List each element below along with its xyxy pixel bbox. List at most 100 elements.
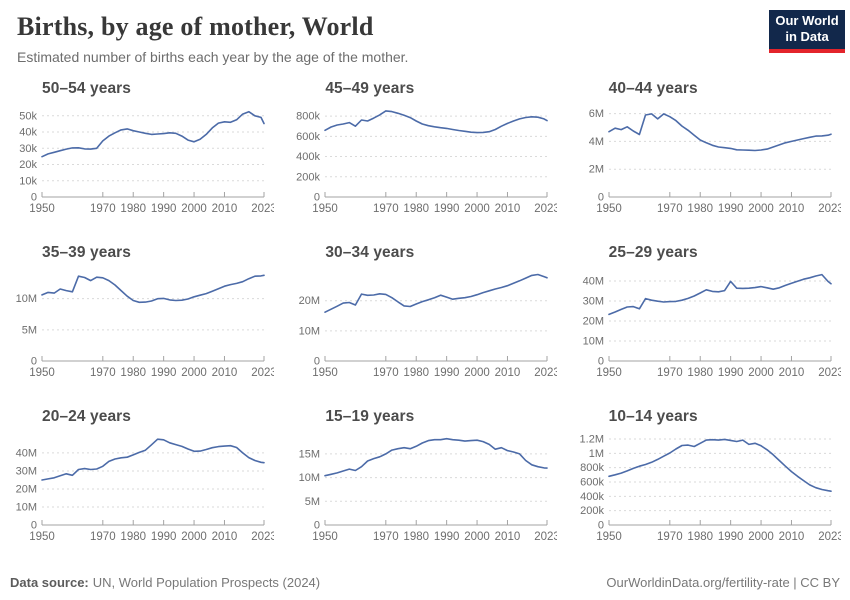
svg-text:1980: 1980 [404,203,430,215]
line-chart-20-24: 0 10M 20M 30M 40M 1950 1970 1980 1990 2000 2010 202… [16,438,274,543]
line-chart-30-34: 0 10M 20M 1950 1970 1980 1990 2000 2010 2023 [299,273,558,379]
svg-text:1980: 1980 [404,367,430,379]
svg-text:2010: 2010 [495,367,521,379]
svg-text:1950: 1950 [596,531,622,543]
line-chart-50-54: 0 10k 20k 30k 40k 50k 1950 1970 1980 1990 2000 2010… [19,110,274,215]
svg-text:30M: 30M [582,296,603,308]
svg-text:2000: 2000 [465,367,491,379]
svg-text:0: 0 [598,356,604,368]
svg-text:200k: 200k [296,171,320,183]
svg-text:1970: 1970 [90,367,116,379]
svg-text:5M: 5M [22,324,37,336]
svg-text:2023: 2023 [251,367,274,379]
svg-text:0: 0 [31,356,37,368]
svg-text:1970: 1970 [90,203,116,215]
svg-text:1970: 1970 [90,531,116,543]
chart-title: 20–24 years [42,408,132,425]
chart-30-34-years: 30–34 years 0 10M 20M 1950 1970 1980 1990 2000 2… [285,243,562,389]
svg-text:40M: 40M [16,447,37,459]
svg-text:1980: 1980 [120,203,146,215]
svg-text:1970: 1970 [373,367,399,379]
data-source-label: Data source: [10,575,89,590]
credit-link[interactable]: OurWorldinData.org/fertility-rate | CC B… [606,575,840,590]
svg-text:2010: 2010 [212,531,238,543]
chart-title: 50–54 years [42,80,132,97]
svg-text:1M: 1M [588,448,603,460]
chart-title: 45–49 years [325,80,415,97]
data-source-value: UN, World Population Prospects (2024) [92,575,321,590]
line-chart-15-19: 0 5M 10M 15M 1950 1970 1980 1990 2000 2010 2023 [299,437,558,543]
svg-text:5M: 5M [305,496,320,508]
svg-text:2023: 2023 [535,203,558,215]
svg-text:1990: 1990 [151,203,177,215]
owid-logo-line2: in Data [785,29,829,44]
svg-text:2010: 2010 [778,203,804,215]
svg-text:2023: 2023 [251,203,274,215]
chart-50-54-years: 50–54 years 0 10k 20k 30k 40k 50k 1950 1970 1980… [2,79,279,225]
svg-text:800k: 800k [580,462,604,474]
svg-text:600k: 600k [580,477,604,489]
svg-text:1950: 1950 [29,531,55,543]
svg-text:1990: 1990 [151,367,177,379]
svg-text:2000: 2000 [465,203,491,215]
svg-text:1950: 1950 [596,203,622,215]
line-chart-10-14: 0 200k 400k 600k 800k 1M 1.2M 1950 1970 1980 1990 2… [579,434,841,543]
svg-text:2023: 2023 [818,531,841,543]
svg-text:20M: 20M [16,483,37,495]
svg-text:1970: 1970 [657,531,683,543]
chart-footer: Data source: UN, World Population Prospec… [10,575,840,590]
svg-text:0: 0 [31,192,37,204]
chart-25-29-years: 25–29 years 0 10M 20M 30M 40M 1950 1970 1980 199… [569,243,846,389]
owid-logo[interactable]: Our World in Data [769,10,845,53]
chart-title: 25–29 years [608,244,698,261]
data-source: Data source: UN, World Population Prospec… [10,575,320,590]
svg-text:2000: 2000 [748,203,774,215]
chart-title: 10–14 years [608,408,698,425]
svg-text:1950: 1950 [29,203,55,215]
svg-text:1990: 1990 [434,203,460,215]
svg-text:1950: 1950 [313,203,339,215]
svg-text:10k: 10k [19,175,37,187]
svg-text:2010: 2010 [778,531,804,543]
svg-text:0: 0 [314,356,320,368]
chart-header: Births, by age of mother, World Estimate… [0,0,850,65]
chart-title: 40–44 years [608,80,698,97]
svg-text:10M: 10M [16,293,37,305]
svg-text:2023: 2023 [818,203,841,215]
svg-text:1980: 1980 [404,531,430,543]
svg-text:2023: 2023 [535,531,558,543]
svg-text:1980: 1980 [120,367,146,379]
chart-45-49-years: 45–49 years 0 200k 400k 600k 800k 1950 1970 198… [285,79,562,225]
svg-text:1970: 1970 [373,531,399,543]
svg-text:2010: 2010 [212,367,238,379]
svg-text:10M: 10M [16,501,37,513]
svg-text:2010: 2010 [212,203,238,215]
svg-text:2023: 2023 [251,531,274,543]
svg-text:1950: 1950 [596,367,622,379]
svg-text:1980: 1980 [687,367,713,379]
svg-text:1980: 1980 [687,203,713,215]
svg-text:0: 0 [31,520,37,532]
svg-text:30M: 30M [16,465,37,477]
svg-text:2M: 2M [588,164,603,176]
svg-text:2000: 2000 [181,203,207,215]
svg-text:1950: 1950 [313,367,339,379]
svg-text:2010: 2010 [495,531,521,543]
chart-title: 15–19 years [325,408,415,425]
svg-text:2000: 2000 [748,531,774,543]
svg-text:4M: 4M [588,136,603,148]
svg-text:30k: 30k [19,143,37,155]
svg-text:2000: 2000 [748,367,774,379]
svg-text:1990: 1990 [718,367,744,379]
svg-text:1990: 1990 [434,367,460,379]
svg-text:2010: 2010 [778,367,804,379]
line-chart-40-44: 0 2M 4M 6M 1950 1970 1980 1990 2000 2010 2023 [588,108,841,215]
svg-text:2023: 2023 [535,367,558,379]
svg-text:0: 0 [598,520,604,532]
owid-logo-line1: Our World [775,13,839,28]
svg-text:1970: 1970 [657,367,683,379]
chart-title: 35–39 years [42,244,132,261]
svg-text:1980: 1980 [687,531,713,543]
svg-text:1970: 1970 [373,203,399,215]
svg-text:0: 0 [598,192,604,204]
